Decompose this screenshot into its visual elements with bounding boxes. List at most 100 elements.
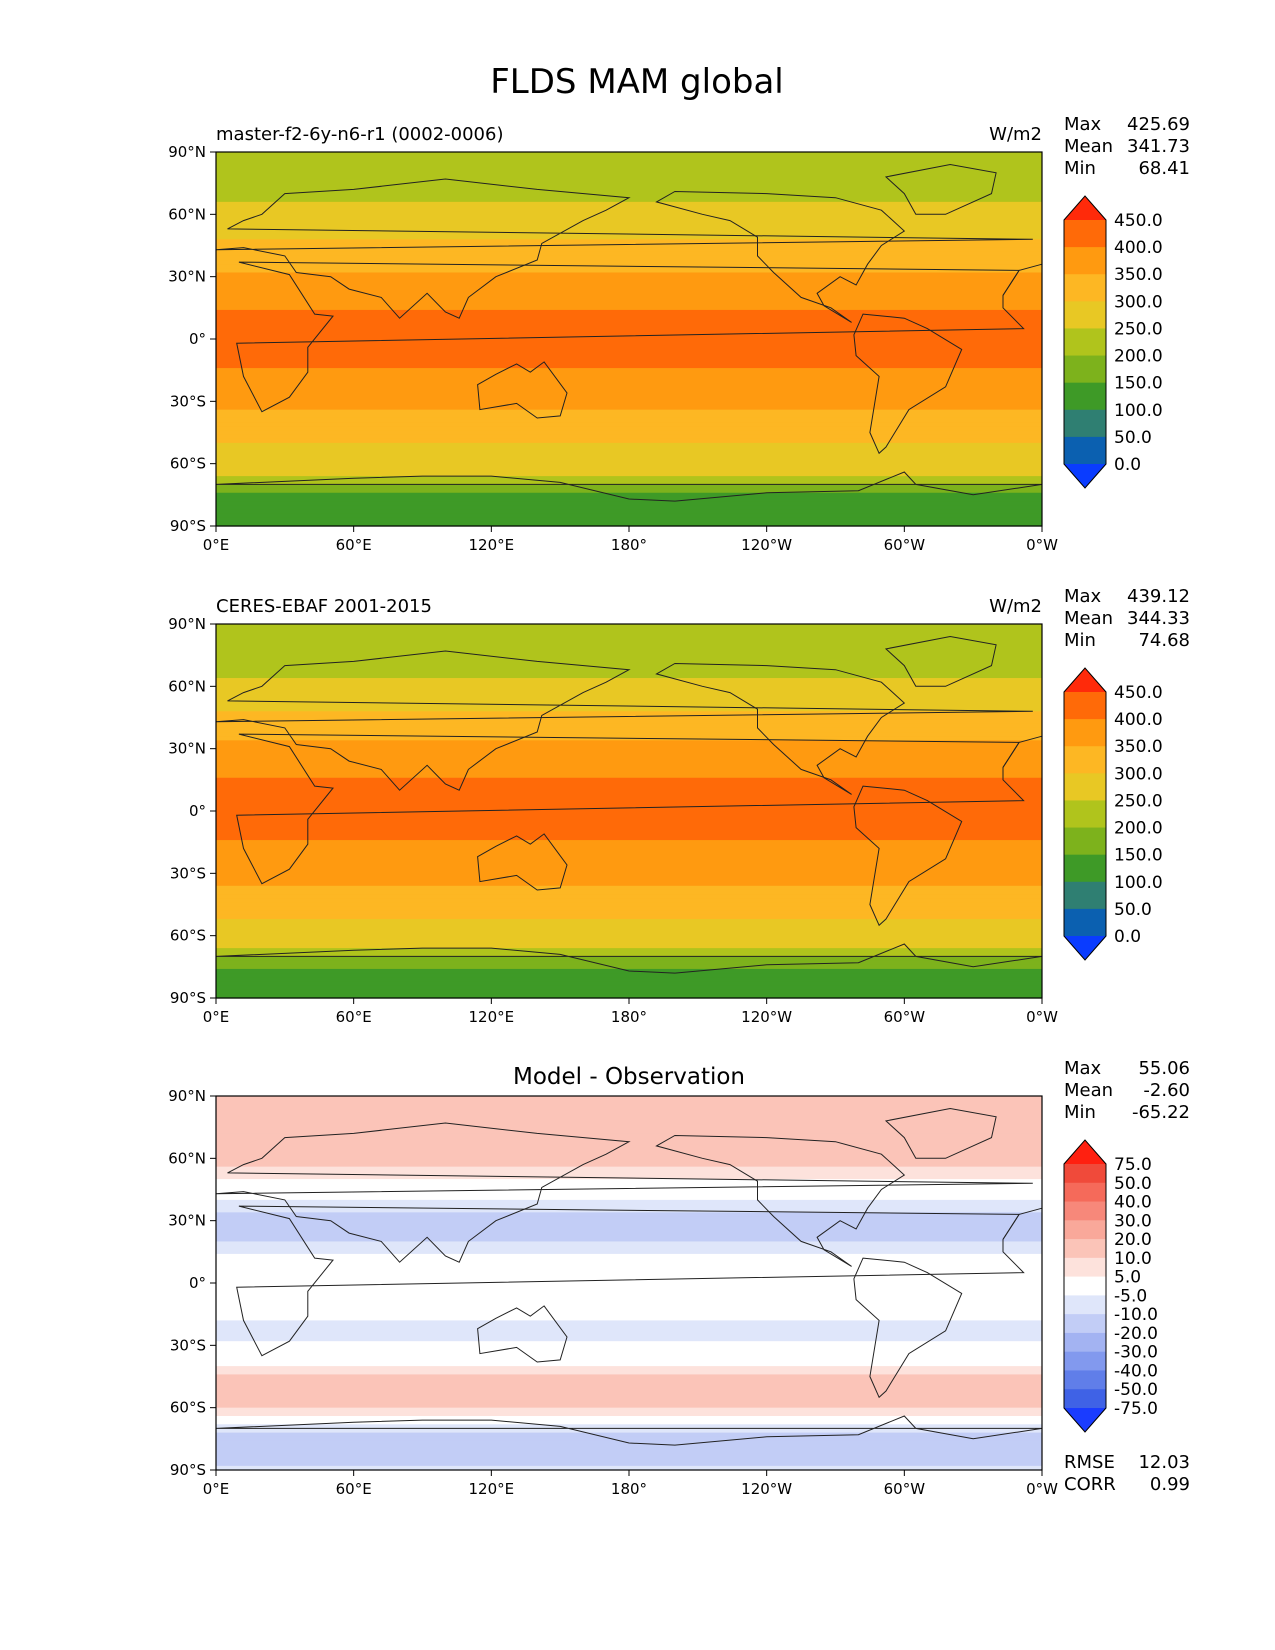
map-band (216, 919, 1042, 924)
map-band (216, 648, 1042, 654)
x-tick-label: 0°W (1026, 536, 1058, 554)
colorbar-outline (1063, 195, 1107, 489)
map-band (216, 168, 1042, 174)
map-band (216, 1129, 1042, 1134)
map-band (216, 1378, 1042, 1384)
map-band (216, 752, 1042, 758)
colorbar-bottom-extend (1064, 936, 1106, 960)
map-band (216, 852, 1042, 858)
africa-outline-east (1002, 1207, 1043, 1240)
map-band (216, 898, 1042, 904)
map-band (216, 492, 1042, 498)
x-tick-label: 0°E (203, 1008, 230, 1026)
map-band (216, 152, 1042, 157)
colorbar-label: 0.0 (1114, 455, 1141, 475)
map-band (216, 711, 1042, 717)
map-band (216, 351, 1042, 357)
y-tick-label: 60°N (168, 205, 206, 223)
eurasia-outline (215, 650, 1033, 791)
panel-title-center: Model - Observation (513, 1064, 745, 1090)
map-band (216, 172, 1042, 178)
map-band (216, 376, 1042, 382)
colorbar-bottom-extend (1064, 464, 1106, 488)
map-band (216, 413, 1042, 419)
map-band (216, 1324, 1042, 1330)
y-tick-label: 30°N (168, 1212, 206, 1230)
map-band (216, 682, 1042, 687)
map-band (216, 1399, 1042, 1405)
colorbar-segment (1064, 773, 1106, 801)
map-band (216, 1299, 1042, 1305)
map-band (216, 931, 1042, 937)
map-band (216, 702, 1042, 708)
stat-label: Mean (1064, 1080, 1113, 1101)
x-tick-label: 60°W (884, 1008, 926, 1026)
map-band (216, 823, 1042, 829)
map-band (216, 422, 1042, 427)
map-band (216, 347, 1042, 353)
north-america-outline (655, 190, 906, 323)
map-band (216, 1374, 1042, 1380)
map-band (216, 434, 1042, 440)
stat-value: 344.33 (1127, 608, 1190, 629)
colorbar-label: -40.0 (1114, 1361, 1158, 1381)
colorbar-segment (1064, 692, 1106, 720)
map-band (216, 505, 1042, 510)
map-band (216, 628, 1042, 633)
map-band (216, 923, 1042, 928)
y-tick-label: 0° (189, 802, 206, 820)
map-band (216, 790, 1042, 795)
map-band (216, 873, 1042, 879)
map-band (216, 985, 1042, 991)
colorbar-outline (1063, 1139, 1107, 1433)
map-band (216, 1345, 1042, 1351)
map-band (216, 1141, 1042, 1147)
stat-label: CORR (1064, 1474, 1116, 1495)
map-band (216, 910, 1042, 916)
map-band (216, 1170, 1042, 1176)
map-band (216, 1158, 1042, 1164)
map-band (216, 748, 1042, 754)
colorbar-label: 300.0 (1114, 292, 1163, 312)
colorbar-label: 10.0 (1114, 1249, 1152, 1269)
map-band (216, 1445, 1042, 1450)
map-band (216, 1353, 1042, 1359)
greenland-outline (884, 635, 997, 687)
map-band (216, 359, 1042, 365)
map-band (216, 1179, 1042, 1184)
y-tick-label: 90°S (170, 1461, 206, 1479)
colorbar-label: 30.0 (1114, 1211, 1152, 1231)
map-band (216, 935, 1042, 941)
map-band (216, 952, 1042, 958)
map-band (216, 343, 1042, 348)
map-band (216, 1407, 1042, 1413)
map-band (216, 1366, 1042, 1371)
colorbar-label: 200.0 (1114, 819, 1163, 839)
colorbar-segment (1064, 719, 1106, 747)
panel-title-left: CERES-EBAF 2001-2015 (216, 596, 432, 617)
map-band (216, 388, 1042, 394)
map-band (216, 1461, 1042, 1467)
map-band (216, 860, 1042, 866)
colorbar-top-extend (1064, 196, 1106, 220)
colorbar-segment (1064, 1220, 1106, 1240)
map-band (216, 831, 1042, 837)
y-tick-label: 60°S (170, 455, 206, 473)
colorbar-label: 200.0 (1114, 347, 1163, 367)
map-band (216, 1145, 1042, 1151)
stat-label: Min (1064, 630, 1096, 651)
map-band (216, 1465, 1042, 1471)
map-band (216, 723, 1042, 729)
colorbar-label: 100.0 (1114, 873, 1163, 893)
stat-value: 55.06 (1138, 1058, 1190, 1079)
map-band (216, 305, 1042, 311)
map-band (216, 889, 1042, 895)
colorbar-segment (1064, 1295, 1106, 1315)
colorbar-segment (1064, 409, 1106, 438)
map-band (216, 272, 1042, 278)
map-band (216, 848, 1042, 854)
map-band (216, 206, 1042, 211)
map-band (216, 309, 1042, 315)
map-band (216, 827, 1042, 833)
